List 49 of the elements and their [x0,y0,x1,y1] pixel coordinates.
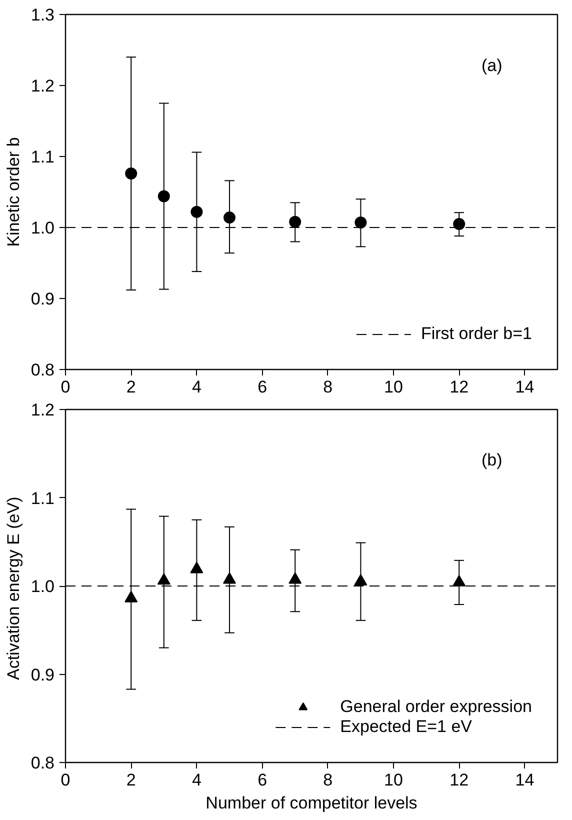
y-tick-label: 1.1 [30,488,55,508]
point [190,562,204,574]
y-axis-title: Activation energy E (eV) [4,496,23,680]
point [452,575,466,586]
point [124,590,138,602]
y-tick-label: 1.2 [30,400,55,420]
y-tick-label: 1.0 [30,218,55,238]
annotation: (b) [482,450,502,470]
point [289,216,302,228]
x-tick-label: 2 [126,770,136,790]
x-tick-label: 14 [515,770,534,790]
x-tick-label: 6 [258,770,268,790]
point [158,190,170,202]
x-tick-label: 10 [384,770,403,790]
y-tick-label: 0.8 [30,754,55,772]
y-tick-label: 1.2 [30,76,55,96]
x-tick-label: 10 [384,378,403,396]
y-tick-label: 0.9 [30,290,55,308]
point [354,574,368,586]
y-tick-label: 0.8 [30,360,55,380]
x-tick-label: 8 [323,770,333,790]
x-tick-label: 0 [60,770,70,790]
x-tick-label: 14 [515,378,534,396]
x-tick-label: 0 [60,378,70,396]
point [190,206,203,218]
point [354,216,367,229]
x-tick-label: 4 [192,770,202,790]
x-tick-label: 12 [450,770,469,790]
annotation: (a) [482,56,502,75]
point [125,168,138,180]
legend-label: Expected E=1 eV [340,717,472,737]
y-tick-label: 0.9 [30,665,55,684]
y-tick-label: 1.0 [30,577,55,596]
y-tick-label: 1.3 [30,6,55,24]
x-tick-label: 8 [323,378,333,396]
y-axis-title: Kinetic order b [4,137,23,247]
y-tick-label: 1.1 [30,148,55,166]
legend-label: First order b=1 [420,324,532,344]
point [224,212,236,224]
x-tick-label: 2 [126,378,136,396]
point [157,573,170,585]
x-tick-label: 6 [258,378,268,396]
legend-label: General order expression [340,697,532,717]
point [223,572,236,584]
point [453,218,466,230]
x-tick-label: 12 [450,378,469,396]
point [288,572,302,584]
x-tick-label: 4 [192,378,202,396]
x-axis-title: Number of competitor levels [206,794,418,812]
